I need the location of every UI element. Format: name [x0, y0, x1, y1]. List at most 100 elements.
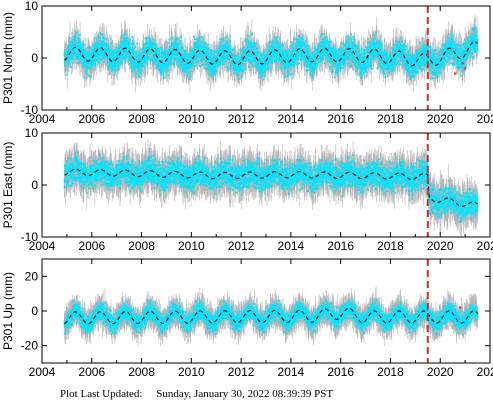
data-point: [264, 58, 266, 61]
data-point: [266, 60, 268, 63]
data-point: [264, 64, 267, 67]
data-point: [154, 57, 157, 59]
data-point: [173, 46, 175, 49]
data-point: [226, 58, 229, 60]
data-point: [287, 64, 289, 67]
data-point: [199, 47, 202, 50]
data-point: [74, 49, 77, 52]
data-point: [208, 63, 211, 66]
data-point: [284, 54, 287, 57]
data-point: [121, 37, 124, 39]
data-point: [288, 66, 291, 69]
data-point: [116, 62, 119, 65]
data-point: [163, 67, 165, 70]
data-point: [140, 65, 143, 67]
data-point: [185, 67, 188, 70]
data-point: [74, 48, 77, 51]
data-point: [78, 53, 81, 55]
data-point: [124, 32, 126, 35]
data-point: [119, 49, 122, 52]
data-point: [268, 41, 270, 44]
data-point: [186, 55, 189, 58]
data-point: [77, 44, 80, 46]
data-point: [90, 63, 93, 65]
data-point: [277, 68, 280, 71]
data-point: [247, 66, 250, 68]
data-point: [269, 55, 271, 58]
data-point: [131, 51, 134, 54]
data-point: [109, 52, 112, 55]
data-point: [265, 67, 267, 70]
data-point: [76, 36, 79, 39]
data-point: [220, 58, 223, 61]
data-point: [206, 67, 208, 70]
data-point: [110, 42, 113, 45]
data-point: [253, 56, 256, 59]
data-point: [94, 63, 97, 66]
data-point: [225, 45, 227, 48]
data-point: [70, 50, 73, 52]
data-point: [222, 60, 224, 62]
data-point: [98, 42, 100, 45]
data-point: [285, 57, 288, 60]
data-point: [113, 67, 115, 70]
data-point: [212, 61, 215, 63]
data-point: [251, 60, 254, 62]
data-point: [238, 64, 240, 67]
data-point: [64, 65, 66, 67]
data-point: [227, 66, 229, 69]
data-point: [228, 48, 230, 51]
data-point: [269, 40, 272, 43]
data-point: [194, 61, 197, 64]
data-point: [263, 57, 266, 60]
data-point: [234, 67, 237, 70]
data-point: [162, 52, 164, 54]
data-point: [91, 58, 94, 60]
data-point: [117, 64, 120, 67]
data-point: [286, 50, 289, 53]
data-point: [222, 37, 225, 40]
data-point: [122, 42, 125, 45]
data-point: [185, 71, 188, 73]
data-point: [84, 63, 86, 66]
data-point: [283, 55, 285, 57]
data-point: [69, 37, 71, 39]
data-point: [78, 45, 81, 48]
data-point: [202, 46, 205, 49]
data-point: [249, 40, 252, 43]
data-point: [123, 40, 125, 42]
data-point: [183, 65, 186, 68]
data-point: [110, 50, 113, 52]
data-point: [254, 59, 256, 62]
data-point: [163, 51, 166, 54]
data-point: [108, 63, 111, 65]
data-point: [163, 47, 166, 50]
data-point: [158, 50, 160, 53]
data-point: [230, 60, 233, 63]
data-point: [244, 51, 247, 54]
data-point: [213, 55, 216, 58]
data-point: [117, 50, 120, 53]
data-point: [167, 74, 170, 76]
data-point: [182, 49, 185, 52]
data-point: [188, 54, 191, 56]
data-point: [69, 66, 72, 68]
data-point: [182, 66, 184, 68]
data-point: [102, 55, 105, 57]
data-point: [81, 62, 84, 65]
data-point: [165, 60, 168, 63]
data-point: [260, 69, 263, 72]
data-point: [106, 44, 109, 46]
data-point: [266, 49, 269, 51]
data-point: [236, 71, 238, 74]
data-point: [177, 42, 179, 45]
data-point: [155, 48, 157, 51]
data-point: [107, 65, 109, 67]
data-point: [269, 54, 272, 57]
data-point: [72, 45, 75, 48]
data-point: [133, 67, 135, 70]
data-point: [213, 60, 216, 62]
data-point: [156, 65, 159, 67]
data-point: [65, 60, 68, 62]
data-point: [275, 60, 278, 62]
